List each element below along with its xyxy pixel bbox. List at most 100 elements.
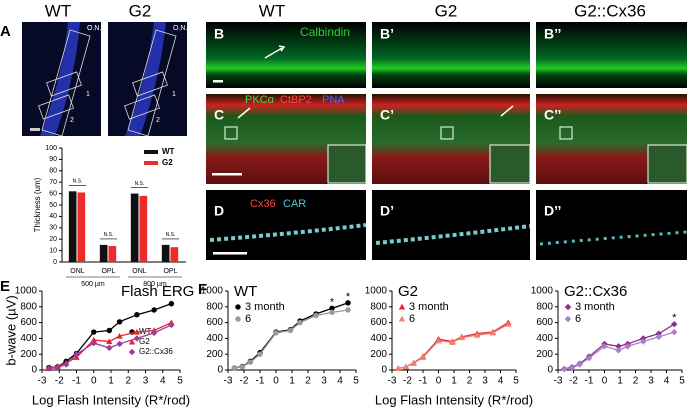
y-tick-label: 50 (49, 202, 57, 209)
marker (54, 364, 61, 371)
image-label: O.N. (173, 25, 187, 32)
x-tick-label: 3 (482, 376, 488, 387)
bar (161, 244, 170, 262)
group-label: 800 µm (143, 281, 167, 288)
x-tick-label: 2 (467, 376, 473, 387)
y-tick-label: 600 (20, 317, 37, 328)
panel-letter: B (214, 26, 224, 42)
marker (449, 339, 456, 345)
marker (106, 327, 112, 334)
y-tick-label: 600 (206, 317, 223, 328)
column-title: G2 (129, 1, 152, 20)
x-tick-label: 4 (337, 376, 343, 387)
x-tick-label: ONL (70, 268, 85, 275)
marker (106, 344, 113, 352)
series-line (564, 323, 675, 370)
panel-letter: D’’ (544, 203, 561, 219)
x-tick-label: -1 (72, 376, 81, 387)
y-tick-label: 1000 (201, 286, 224, 297)
marker (62, 361, 70, 368)
marker (564, 315, 572, 323)
legend-label: 3 month (245, 301, 285, 313)
marker (151, 307, 157, 313)
x-axis-label: Log Flash Intensity (R*/rod) (32, 392, 190, 407)
x-tick-label: ONL (132, 268, 147, 275)
x-tick-label: -1 (585, 376, 594, 387)
panel-letter: E (0, 278, 10, 295)
y-tick-label: 800 (370, 301, 387, 312)
micrograph-row (206, 190, 687, 260)
bar (130, 193, 139, 262)
marker (45, 365, 53, 372)
legend-label: G2 (162, 158, 173, 167)
marker (133, 335, 141, 342)
image-label: 2 (70, 117, 74, 124)
legend-swatch (144, 161, 158, 165)
legend-swatch (144, 150, 158, 154)
y-tick-label: 60 (49, 190, 57, 197)
panel-letter: C’ (380, 107, 394, 123)
y-tick-label: 40 (49, 213, 57, 220)
x-tick-label: -2 (403, 376, 412, 387)
x-tick-label: -1 (256, 376, 265, 387)
chart-title: G2 (398, 283, 418, 300)
y-tick-label: 800 (20, 301, 37, 312)
marker (239, 364, 246, 370)
series-line (48, 322, 172, 370)
marker (90, 339, 97, 347)
image-label: O.N. (87, 25, 101, 32)
annotation: N.S. (73, 179, 83, 185)
y-tick-label: 30 (49, 225, 57, 232)
marker (402, 363, 410, 370)
annotation: * (672, 312, 677, 324)
legend-label: G2 (139, 337, 150, 346)
x-tick-label: -1 (419, 376, 428, 387)
annotation: * (346, 291, 351, 303)
legend-label: 3 month (409, 301, 449, 313)
marker (90, 336, 97, 343)
column-title: G2 (435, 1, 458, 20)
marker (655, 333, 662, 341)
y-tick-label: 800 (536, 301, 553, 312)
y-tick-label: 200 (536, 349, 553, 360)
y-tick-label: 20 (49, 236, 57, 243)
y-tick-label: 200 (206, 349, 223, 360)
y-tick-label: 1000 (365, 286, 388, 297)
chart-title: Flash ERG (121, 283, 194, 300)
stain-label: PNA (322, 94, 345, 106)
x-tick-label: 5 (353, 376, 359, 387)
y-tick-label: 1000 (15, 286, 38, 297)
y-tick-label: 400 (370, 333, 387, 344)
y-tick-label: 600 (536, 317, 553, 328)
x-tick-label: 1 (617, 376, 623, 387)
series-line (398, 323, 509, 370)
x-tick-label: 1 (289, 376, 295, 387)
y-tick-label: 0 (53, 259, 57, 266)
annotation: * (330, 296, 335, 308)
stain-label: Calbindin (300, 25, 350, 39)
column-title: WT (259, 1, 285, 20)
y-tick-label: 0 (31, 365, 37, 376)
marker (133, 328, 141, 335)
marker (615, 347, 622, 354)
marker (568, 364, 576, 372)
marker (640, 338, 647, 345)
marker (287, 327, 294, 334)
image-label: 2 (156, 117, 160, 124)
stain-label: CtBP2 (280, 94, 312, 106)
panel-letter: C’’ (544, 107, 561, 123)
marker (615, 343, 622, 350)
x-tick-label: -3 (38, 376, 47, 387)
marker (474, 332, 481, 338)
image-label: 1 (86, 91, 90, 98)
marker (235, 304, 241, 310)
y-tick-label: 800 (206, 301, 223, 312)
marker (134, 311, 140, 318)
x-tick-label: 4 (160, 376, 166, 387)
micrograph-row (206, 22, 687, 88)
y-axis-label: Thickness (um) (33, 177, 42, 232)
marker (257, 351, 263, 357)
x-tick-label: -3 (554, 376, 563, 387)
marker (329, 309, 335, 316)
marker (116, 332, 123, 339)
